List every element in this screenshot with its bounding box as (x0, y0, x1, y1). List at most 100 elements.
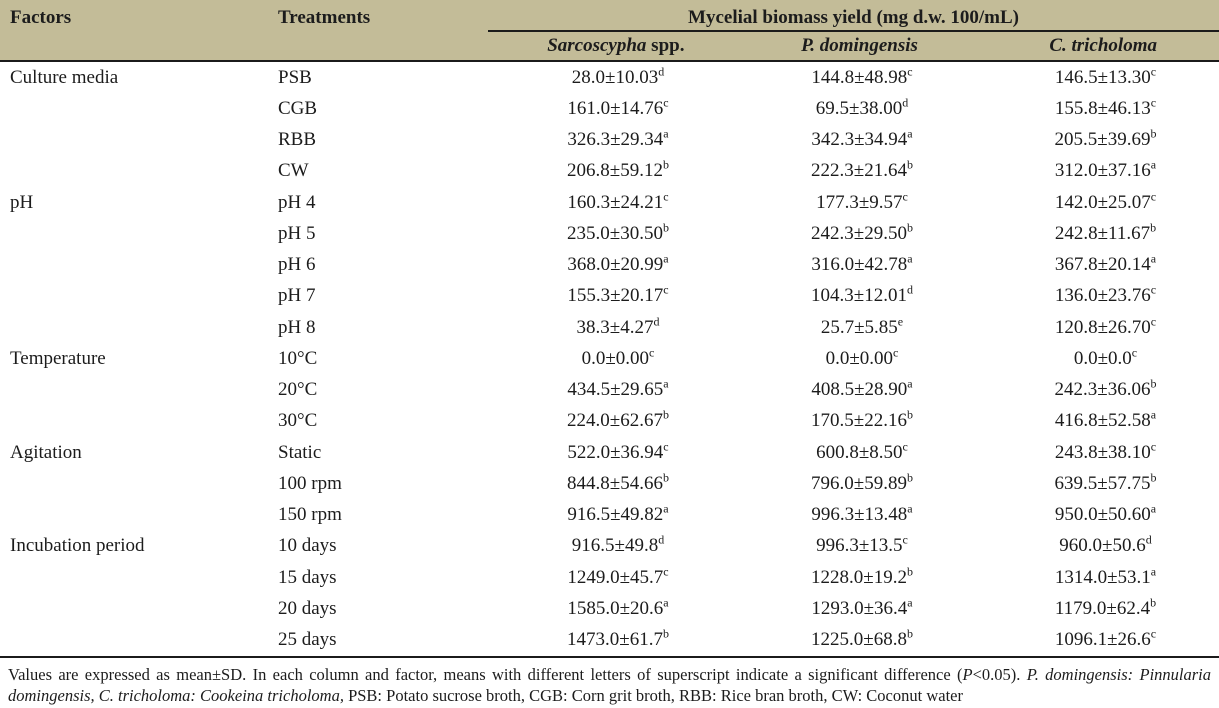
significance-superscript: b (662, 626, 669, 641)
mean-sd-value: 316.0±42.78 (811, 254, 908, 276)
value-cell: 146.5±13.30c (976, 65, 1219, 89)
significance-superscript: c (663, 189, 669, 204)
significance-superscript: b (1150, 220, 1157, 235)
significance-superscript: a (907, 595, 913, 610)
table-row: 15 days 1249.0±45.7c 1228.0±19.2b 1314.0±53… (0, 562, 1219, 593)
value-cell: 25.7±5.85e (732, 314, 976, 339)
table-row: pH 6 368.0±20.99a 316.0±42.78a 367.8±20.14a (0, 250, 1219, 281)
species-name-roman: spp. (646, 35, 685, 56)
species-name-italic: P. domingensis (801, 35, 918, 56)
mean-sd-value: 312.0±37.16 (1054, 160, 1151, 182)
mean-sd-value: 796.0±59.89 (811, 472, 907, 494)
mean-sd-value: 367.8±20.14 (1054, 254, 1151, 276)
significance-superscript: a (1150, 501, 1157, 516)
significance-superscript: c (1150, 283, 1157, 298)
value-cell: 69.5±38.00d (732, 97, 976, 120)
table-row: 150 rpm 916.5±49.82a 996.3±13.48a 950.0±50.… (0, 500, 1219, 531)
significance-superscript: a (907, 376, 913, 391)
mean-sd-value: 206.8±59.12 (567, 160, 663, 182)
table-row: CW 206.8±59.12b 222.3±21.64b 312.0±37.16a (0, 156, 1219, 187)
value-cell: 0.0±0.00c (488, 347, 732, 370)
significance-superscript: b (662, 470, 669, 485)
value-cell: 1473.0±61.7b (488, 626, 732, 651)
mean-sd-value: 69.5±38.00 (815, 97, 903, 119)
table-row: 20 days 1585.0±20.6a 1293.0±36.4a 1179.0±62… (0, 593, 1219, 624)
mean-sd-value: 144.8±48.98 (811, 66, 908, 88)
mean-sd-value: 1473.0±61.7 (567, 629, 663, 651)
treatment-label: 15 days (278, 566, 337, 588)
value-cell: 206.8±59.12b (488, 159, 732, 182)
significance-superscript: b (1150, 126, 1157, 141)
mean-sd-value: 28.0±10.03 (571, 66, 659, 88)
significance-superscript: a (663, 126, 669, 141)
table-footnote: Values are expressed as mean±SD. In each… (0, 656, 1219, 706)
footnote-italic-segment: P. domingensis: Pinnularia domingensis, … (8, 665, 1211, 705)
value-cell: 161.0±14.76c (488, 95, 732, 120)
treatment-label: pH 5 (278, 222, 316, 244)
mean-sd-value: 242.3±29.50 (811, 222, 907, 244)
value-cell: 0.0±0.00c (732, 345, 976, 370)
significance-superscript: c (663, 95, 669, 110)
mean-sd-value: 326.3±29.34 (567, 129, 664, 151)
mean-sd-value: 996.3±13.48 (811, 504, 908, 526)
footnote-segment: <0.05). (972, 665, 1027, 684)
mean-sd-value: 600.8±8.50 (816, 441, 903, 463)
mean-sd-value: 1179.0±62.4 (1054, 597, 1151, 619)
treatment-label: pH 6 (278, 254, 316, 276)
table-body: Culture media PSB 28.0±10.03d 144.8±48.98c 1… (0, 62, 1219, 656)
significance-superscript: c (1150, 189, 1157, 204)
value-cell: 1293.0±36.4a (732, 595, 976, 620)
value-cell: 1228.0±19.2b (732, 565, 976, 589)
mean-sd-value: 996.3±13.5 (816, 535, 903, 557)
significance-superscript: c (663, 439, 669, 454)
mean-sd-value: 170.5±22.16 (811, 410, 907, 432)
table-row: pH 5 235.0±30.50b 242.3±29.50b 242.8±11.67b (0, 218, 1219, 249)
footnote-segment: PSB: Potato sucrose broth, CGB: Corn gri… (343, 686, 963, 705)
mean-sd-value: 235.0±30.50 (567, 222, 663, 244)
significance-superscript: a (1150, 158, 1157, 173)
value-cell: 434.5±29.65a (488, 378, 732, 401)
value-cell: 1096.1±26.6c (976, 628, 1219, 651)
significance-superscript: a (1150, 564, 1157, 579)
significance-superscript: a (663, 251, 669, 266)
footnote-italic-segment: P (962, 665, 973, 684)
mean-sd-value: 104.3±12.01 (811, 285, 907, 307)
significance-superscript: b (1150, 376, 1157, 391)
mean-sd-value: 38.3±4.27 (576, 316, 654, 338)
value-cell: 155.3±20.17c (488, 284, 732, 307)
mean-sd-value: 161.0±14.76 (567, 97, 664, 119)
significance-superscript: b (906, 220, 913, 235)
treatment-label: 10°C (278, 347, 318, 369)
factor-label: Incubation period (10, 535, 145, 557)
significance-superscript: c (893, 345, 899, 360)
value-cell: 342.3±34.94a (732, 128, 976, 151)
significance-superscript: c (663, 564, 669, 579)
significance-superscript: e (897, 314, 904, 329)
mean-sd-value: 342.3±34.94 (811, 129, 908, 151)
value-cell: 316.0±42.78a (732, 251, 976, 276)
treatment-label: 20°C (278, 379, 318, 401)
significance-superscript: d (906, 283, 913, 298)
significance-superscript: c (902, 189, 908, 204)
mean-sd-value: 0.0±0.00 (825, 347, 894, 369)
value-cell: 120.8±26.70c (976, 315, 1219, 339)
value-cell: 996.3±13.5c (732, 534, 976, 557)
value-cell: 960.0±50.6d (976, 534, 1219, 557)
value-cell: 136.0±23.76c (976, 283, 1219, 307)
mean-sd-value: 416.8±52.58 (1054, 410, 1151, 432)
mean-sd-value: 368.0±20.99 (567, 254, 664, 276)
significance-superscript: b (1150, 595, 1157, 610)
value-cell: 522.0±36.94c (488, 439, 732, 464)
spanner-column-group: Mycelial biomass yield (mg d.w. 100/mL) … (488, 0, 1219, 60)
mean-sd-value: 0.0±0.00 (581, 347, 650, 369)
mean-sd-value: 1225.0±68.8 (811, 629, 907, 651)
value-cell: 160.3±24.21c (488, 189, 732, 214)
treatment-label: Static (278, 441, 322, 463)
treatment-label: 20 days (278, 597, 337, 619)
significance-superscript: a (907, 251, 913, 266)
footnote-segment: Values are expressed as mean±SD. In each… (8, 665, 963, 684)
table-row: 25 days 1473.0±61.7b 1225.0±68.8b 1096.1±26… (0, 625, 1219, 656)
significance-superscript: d (658, 64, 665, 79)
table-row: 30°C 224.0±62.67b 170.5±22.16b 416.8±52.58a (0, 406, 1219, 437)
mean-sd-value: 0.0±0.0 (1073, 347, 1132, 369)
